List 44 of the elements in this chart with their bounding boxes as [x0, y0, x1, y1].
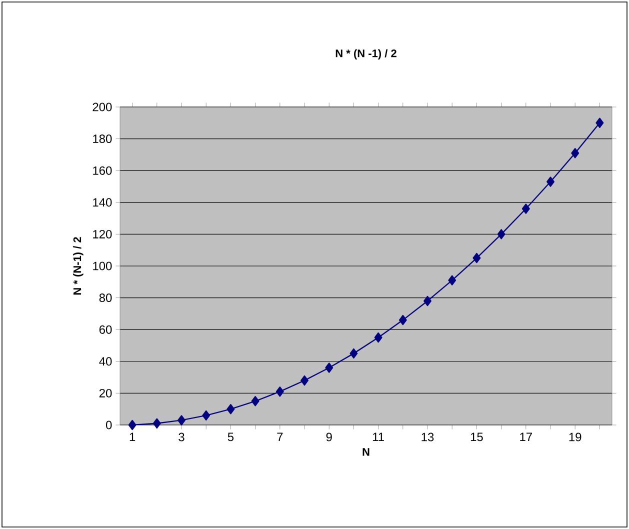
- y-tick-label: 60: [99, 325, 112, 334]
- point: [596, 118, 604, 128]
- x-tick-label: 19: [569, 432, 582, 442]
- point: [374, 332, 382, 343]
- point: [226, 404, 235, 414]
- point: [424, 296, 432, 306]
- x-tick-label: 13: [422, 432, 434, 442]
- point: [497, 229, 506, 240]
- x-tick-label: 7: [277, 432, 283, 442]
- point: [251, 396, 260, 406]
- chart-title: N * (N -1) / 2: [336, 49, 396, 60]
- point: [546, 176, 554, 187]
- point: [448, 275, 456, 286]
- point: [325, 362, 334, 373]
- x-axis-title: N: [362, 448, 370, 456]
- y-tick-label: 160: [93, 166, 112, 175]
- point: [276, 386, 284, 397]
- point: [128, 420, 136, 430]
- point: [152, 418, 161, 428]
- y-tick-label: 120: [93, 230, 112, 238]
- point: [300, 375, 308, 386]
- x-tick-label: 1: [130, 432, 136, 442]
- y-tick-label: 20: [99, 388, 112, 398]
- x-tick-label: 3: [178, 432, 184, 442]
- x-tick-label: 11: [372, 432, 384, 442]
- y-tick-label: 180: [93, 134, 112, 144]
- y-tick-label: 200: [92, 102, 112, 112]
- y-tick-label: 100: [93, 262, 112, 270]
- y-tick-label: 140: [93, 198, 112, 207]
- point: [398, 314, 407, 326]
- point: [202, 410, 210, 421]
- x-tick-label: 5: [228, 432, 234, 442]
- x-tick-label: 17: [520, 432, 532, 442]
- x-tick-label: 9: [326, 432, 332, 442]
- x-tick-label: 15: [470, 432, 483, 442]
- point: [178, 415, 186, 426]
- y-tick-label: 40: [99, 357, 112, 366]
- point: [571, 148, 580, 158]
- point: [350, 348, 358, 359]
- y-tick-label: 0: [106, 420, 112, 430]
- y-axis-title: N * (N-1) / 2: [73, 237, 84, 295]
- point: [472, 252, 481, 264]
- point: [522, 204, 530, 214]
- y-tick-label: 80: [99, 294, 112, 302]
